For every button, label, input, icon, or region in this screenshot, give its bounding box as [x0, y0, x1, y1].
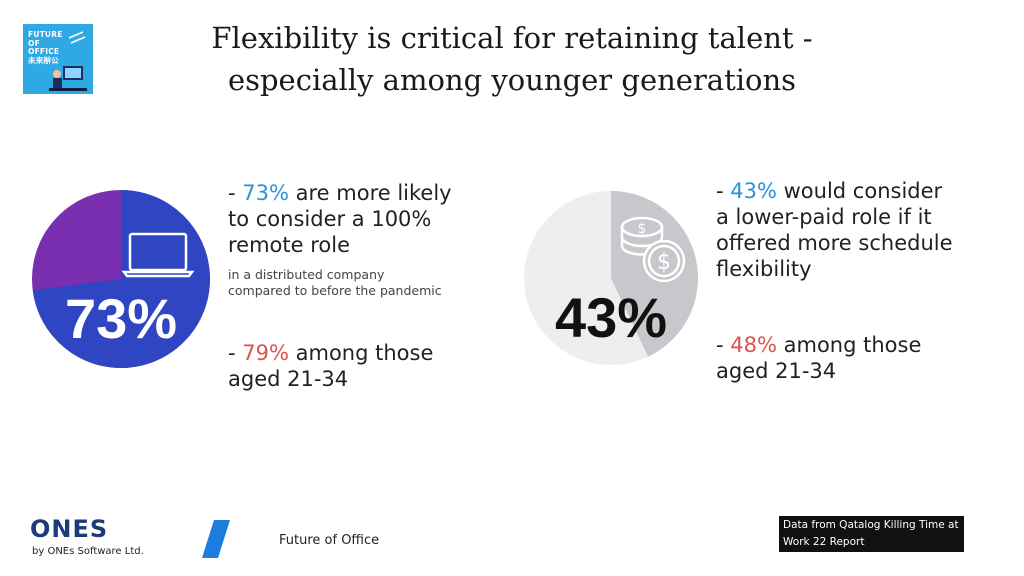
source-note: Data from Qatalog Killing Time at Work 2… [783, 517, 963, 551]
bullet: - [228, 341, 243, 365]
pie-value-label: 43% [555, 286, 667, 349]
svg-text:$: $ [638, 221, 647, 237]
bullet: - [716, 333, 731, 357]
lower-pay-stat: - 43% would consider a lower-paid role i… [716, 178, 1006, 282]
stat-line-4: flexibility [716, 257, 812, 281]
stat-subtext-2: compared to before the pandemic [228, 283, 442, 298]
dollar-sign: $ [657, 250, 671, 275]
young-text: among those [776, 333, 922, 357]
remote-role-pie-chart: 73% [32, 190, 210, 368]
laptop-icon [121, 232, 195, 278]
young-line-2: aged 21-34 [228, 367, 349, 391]
stat-line-3: remote role [228, 233, 351, 257]
slash-decoration [202, 520, 230, 558]
ones-logo: ONES [30, 515, 109, 543]
stat-line-2: to consider a 100% [228, 207, 432, 231]
remote-role-stat: - 73% are more likely to consider a 100%… [228, 180, 528, 299]
title-line-1: Flexibility is critical for retaining ta… [211, 21, 813, 55]
bullet: - [228, 181, 243, 205]
logo-illustration [49, 31, 87, 91]
source-line-2: Work 22 Report [783, 536, 865, 548]
source-note-background [779, 516, 964, 552]
logo-line-1: FUTURE [28, 30, 63, 39]
page-title: Flexibility is critical for retaining ta… [150, 17, 874, 101]
young-text: among those [288, 341, 434, 365]
remote-role-young-stat: - 79% among those aged 21-34 [228, 340, 528, 392]
pie-value-label: 73% [65, 287, 177, 350]
stat-percent: 43% [730, 179, 777, 203]
stat-text: would consider [776, 179, 943, 203]
lower-pay-young-stat: - 48% among those aged 21-34 [716, 332, 1006, 384]
stat-text: are more likely [288, 181, 452, 205]
bullet: - [716, 179, 731, 203]
stat-subtext-1: in a distributed company [228, 267, 385, 282]
logo-line-4: 未来辦公 [28, 55, 59, 65]
logo-text: FUTURE OF OFFICE 未来辦公 [28, 30, 68, 65]
young-percent: 79% [242, 341, 289, 365]
young-line-2: aged 21-34 [716, 359, 837, 383]
lower-pay-pie-chart: $ $ 43% [524, 191, 698, 365]
future-of-office-logo: FUTURE OF OFFICE 未来辦公 [23, 24, 93, 94]
young-percent: 48% [730, 333, 777, 357]
logo-line-2: OF [28, 38, 40, 48]
footer-series-name: Future of Office [279, 533, 380, 548]
stat-headline: - 43% would consider [716, 178, 1006, 204]
title-line-2: especially among younger generations [227, 63, 797, 97]
stat-percent: 73% [242, 181, 289, 205]
coins-icon: $ $ [620, 216, 686, 283]
ones-company-name: by ONEs Software Ltd. [32, 546, 144, 557]
stat-headline: - 73% are more likely [228, 180, 528, 206]
logo-line-3: OFFICE [28, 47, 60, 56]
stat-line-3: offered more schedule [716, 231, 953, 255]
stat-line-2: a lower-paid role if it [716, 205, 932, 229]
source-line-1: Data from Qatalog Killing Time at [783, 519, 959, 531]
